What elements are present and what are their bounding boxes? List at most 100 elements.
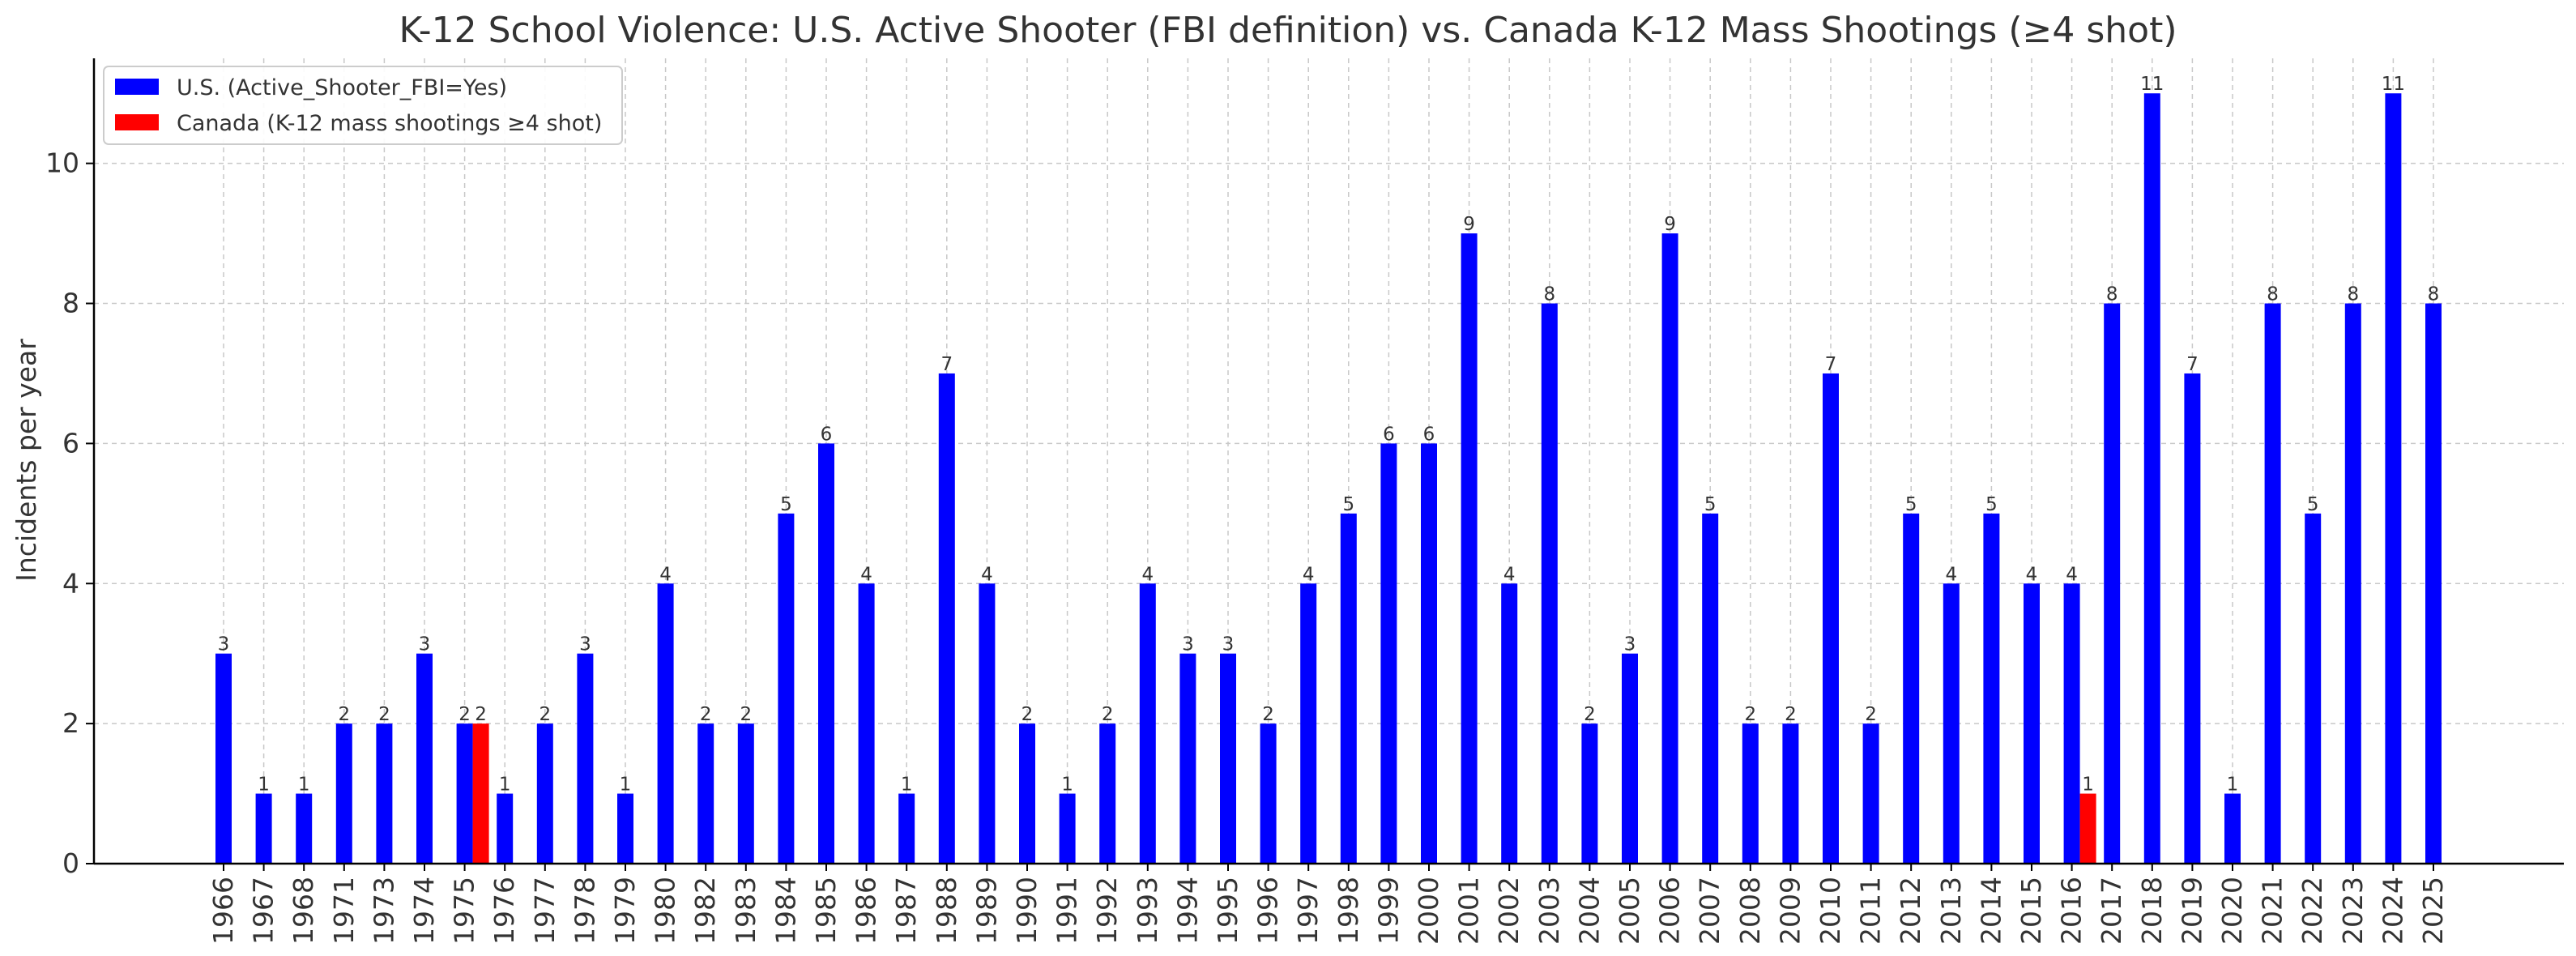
data-label-us-1985: 6 bbox=[821, 424, 833, 445]
data-label-us-2022: 5 bbox=[2307, 494, 2319, 515]
bar-us-1983 bbox=[737, 723, 754, 864]
bar-us-1994 bbox=[1179, 653, 1196, 864]
bar-us-1984 bbox=[778, 513, 795, 864]
x-tick-label: 2008 bbox=[1734, 877, 1766, 945]
bar-us-2022 bbox=[2305, 513, 2322, 864]
data-label-us-2024: 11 bbox=[2382, 74, 2405, 95]
bar-us-2012 bbox=[1903, 513, 1920, 864]
data-label-us-1982: 2 bbox=[700, 704, 712, 725]
data-label-us-2000: 6 bbox=[1423, 424, 1435, 445]
data-label-us-1994: 3 bbox=[1182, 634, 1194, 655]
x-tick-label: 2006 bbox=[1654, 877, 1686, 945]
bar-us-2010 bbox=[1823, 373, 1839, 864]
x-tick-label: 1997 bbox=[1292, 877, 1324, 945]
x-tick-label: 1998 bbox=[1333, 877, 1364, 945]
x-tick-label: 1986 bbox=[851, 877, 882, 945]
x-tick-label: 1973 bbox=[368, 877, 399, 945]
x-tick-label: 2002 bbox=[1493, 877, 1525, 945]
x-tick-label: 2025 bbox=[2417, 877, 2449, 945]
bar-us-1966 bbox=[215, 653, 232, 864]
data-label-us-2020: 1 bbox=[2227, 775, 2239, 796]
data-label-us-2014: 5 bbox=[1985, 494, 1998, 515]
data-label-us-2011: 2 bbox=[1865, 704, 1877, 725]
data-label-us-1993: 4 bbox=[1141, 564, 1154, 585]
bar-us-1991 bbox=[1059, 793, 1076, 864]
data-label-us-2023: 8 bbox=[2347, 284, 2359, 305]
bar-us-2002 bbox=[1501, 583, 1518, 864]
x-tick-label: 1976 bbox=[488, 877, 520, 945]
data-label-us-1971: 2 bbox=[338, 704, 350, 725]
bar-us-2016 bbox=[2063, 583, 2080, 864]
x-tick-label: 2019 bbox=[2176, 877, 2207, 945]
bar-us-2014 bbox=[1983, 513, 2000, 864]
bar-us-2020 bbox=[2224, 793, 2241, 864]
x-tick-label: 2013 bbox=[1935, 877, 1967, 945]
data-label-us-1974: 3 bbox=[419, 634, 431, 655]
bar-us-1993 bbox=[1139, 583, 1156, 864]
bar-us-2005 bbox=[1622, 653, 1638, 864]
x-tick-label: 1991 bbox=[1051, 877, 1083, 945]
data-label-us-2001: 9 bbox=[1463, 214, 1475, 235]
bar-canada-1975 bbox=[472, 723, 489, 864]
bar-us-1986 bbox=[858, 583, 875, 864]
x-tick-label: 1982 bbox=[689, 877, 721, 945]
bar-us-1974 bbox=[416, 653, 433, 864]
data-label-us-2019: 7 bbox=[2186, 354, 2199, 375]
x-tick-label: 1988 bbox=[931, 877, 962, 945]
bar-us-1992 bbox=[1099, 723, 1116, 864]
data-label-us-1967: 1 bbox=[258, 775, 270, 796]
data-label-us-2025: 8 bbox=[2428, 284, 2440, 305]
bar-us-1978 bbox=[577, 653, 594, 864]
bar-us-2008 bbox=[1742, 723, 1759, 864]
x-tick-label: 1996 bbox=[1252, 877, 1284, 945]
x-tick-label: 2022 bbox=[2297, 877, 2328, 945]
data-label-us-1986: 4 bbox=[860, 564, 872, 585]
legend-box bbox=[103, 66, 623, 145]
x-tick-label: 2007 bbox=[1694, 877, 1725, 945]
y-tick-label: 2 bbox=[62, 707, 79, 739]
data-label-us-2006: 9 bbox=[1664, 214, 1676, 235]
x-tick-label: 1993 bbox=[1132, 877, 1163, 945]
x-tick-label: 1977 bbox=[529, 877, 561, 945]
y-tick-label: 8 bbox=[62, 288, 79, 319]
x-tick-label: 1971 bbox=[328, 877, 360, 945]
legend-swatch-canada bbox=[115, 114, 159, 130]
x-tick-label: 1968 bbox=[288, 877, 319, 945]
y-axis-label: Incidents per year bbox=[11, 339, 42, 582]
data-label-us-1975: 2 bbox=[458, 704, 471, 725]
x-tick-label: 2023 bbox=[2337, 877, 2369, 945]
bar-us-1979 bbox=[617, 793, 633, 864]
x-tick-label: 2009 bbox=[1774, 877, 1806, 945]
x-tick-label: 1980 bbox=[650, 877, 681, 945]
bar-us-1987 bbox=[898, 793, 915, 864]
x-tick-label: 2018 bbox=[2136, 877, 2168, 945]
data-label-us-2015: 4 bbox=[2026, 564, 2038, 585]
bar-us-2018 bbox=[2143, 93, 2160, 864]
data-label-us-1979: 1 bbox=[620, 775, 632, 796]
x-tick-label: 2017 bbox=[2096, 877, 2127, 945]
x-tick-label: 1992 bbox=[1091, 877, 1123, 945]
bar-us-1985 bbox=[818, 443, 834, 864]
bar-us-1980 bbox=[657, 583, 674, 864]
bar-us-2006 bbox=[1661, 233, 1678, 864]
bar-us-1975 bbox=[456, 723, 473, 864]
data-label-us-2003: 8 bbox=[1543, 284, 1555, 305]
data-label-us-1973: 2 bbox=[378, 704, 390, 725]
bar-canada-2016 bbox=[2079, 793, 2096, 864]
bar-us-2023 bbox=[2344, 303, 2361, 864]
bar-us-1989 bbox=[979, 583, 996, 864]
bar-us-1996 bbox=[1260, 723, 1277, 864]
legend: U.S. (Active_Shooter_FBI=Yes) Canada (K-… bbox=[103, 66, 623, 145]
data-label-us-1977: 2 bbox=[539, 704, 551, 725]
data-label-us-1988: 7 bbox=[940, 354, 953, 375]
data-label-us-2016: 4 bbox=[2066, 564, 2078, 585]
data-label-us-2013: 4 bbox=[1945, 564, 1957, 585]
legend-label-us: U.S. (Active_Shooter_FBI=Yes) bbox=[177, 75, 507, 100]
data-label-us-1995: 3 bbox=[1222, 634, 1235, 655]
data-label-us-1992: 2 bbox=[1102, 704, 1114, 725]
data-label-us-1966: 3 bbox=[218, 634, 230, 655]
bar-us-1995 bbox=[1220, 653, 1236, 864]
data-label-us-1996: 2 bbox=[1262, 704, 1274, 725]
